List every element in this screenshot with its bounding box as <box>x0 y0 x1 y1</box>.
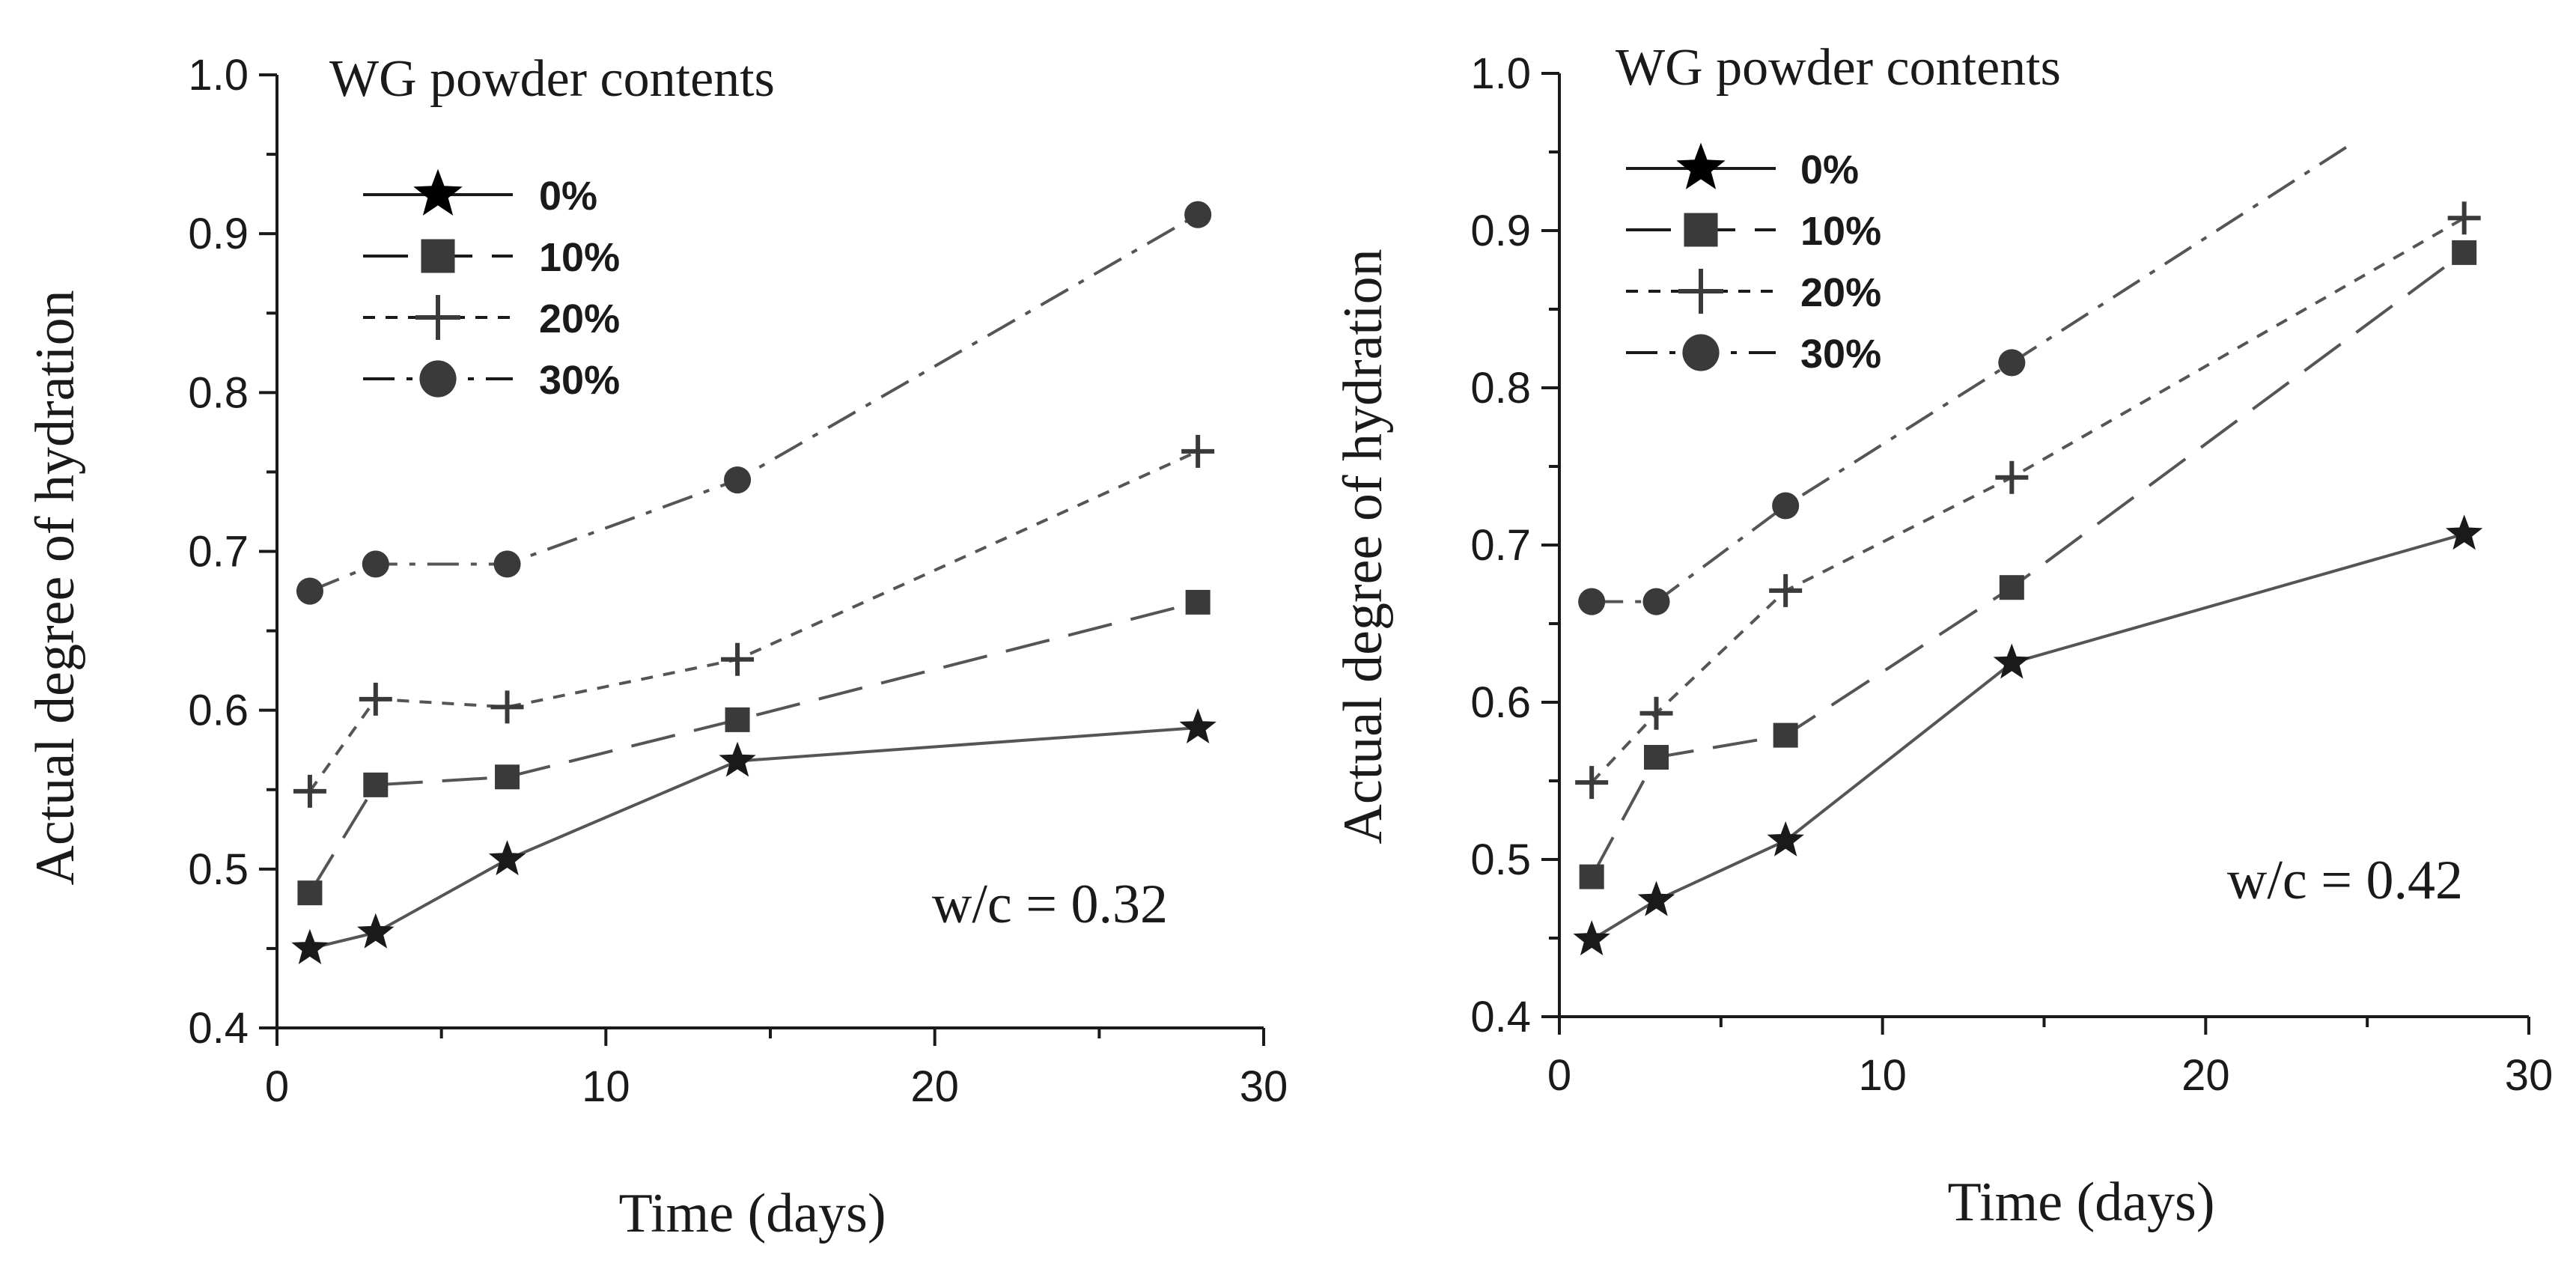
chart-right-y-tick-label: 0.8 <box>1470 364 1531 413</box>
chart-left-x-tick-label: 0 <box>265 1062 289 1111</box>
chart-left-series-3-point <box>296 577 323 605</box>
chart-right-series-3-point <box>1772 492 1800 520</box>
chart-right-legend-label-1: 10% <box>1800 209 1881 254</box>
chart-left-annotation: w/c = 0.32 <box>932 874 1168 935</box>
chart-left-y-tick-label: 0.5 <box>188 845 249 894</box>
chart-left-x-tick-label: 30 <box>1240 1062 1288 1111</box>
chart-right-y-tick-label: 0.7 <box>1470 521 1531 570</box>
chart-right-x-tick-label: 20 <box>2181 1051 2230 1100</box>
chart-right-y-axis-label: Actual degree of hydration <box>1333 249 1394 844</box>
chart-left-series-1-point <box>297 880 323 906</box>
chart-left-y-tick-label: 1.0 <box>188 51 249 100</box>
chart-left-legend-marker-1 <box>421 239 455 273</box>
chart-left-y-tick-label: 0.7 <box>188 528 249 576</box>
chart-left-legend-marker-0 <box>413 168 463 216</box>
chart-left-series-0-point <box>357 913 395 949</box>
chart-right-series-0-point <box>1767 821 1804 856</box>
chart-left-series-2-point <box>359 682 392 716</box>
chart-right-series-0-point <box>1573 920 1610 956</box>
chart-right-x-tick-label: 0 <box>1547 1051 1571 1100</box>
chart-right-legend-label-0: 0% <box>1800 147 1859 192</box>
chart-right-y-tick-label: 0.6 <box>1470 678 1531 727</box>
chart-left-legend-marker-2 <box>415 295 460 340</box>
chart-right-legend-marker-1 <box>1684 213 1718 247</box>
chart-left-series-0-point <box>719 741 756 777</box>
chart-right-series-2-point <box>1995 460 2029 494</box>
chart-right-series-1-point <box>1999 575 2024 600</box>
chart-left-series-2-point <box>1181 434 1215 468</box>
chart-right-legend-title: WG powder contents <box>1616 39 2061 97</box>
chart-left-series-2-point <box>293 774 326 808</box>
chart-left-series-1-point <box>495 764 520 790</box>
chart-left-plot-area: 0 10 20 30 0.4 0.5 0.6 0.7 0.8 0.9 1.0 <box>188 51 1288 1111</box>
chart-right-series-0-point <box>1637 880 1675 916</box>
chart-left-series-0-point <box>1179 708 1217 744</box>
chart-left-legend-label-1: 10% <box>539 235 620 280</box>
chart-right-series-1-line <box>1590 251 2465 878</box>
chart-right-y-tick-label: 0.4 <box>1470 993 1531 1041</box>
chart-left-series-1-point <box>363 772 389 797</box>
chart-left-legend-marker-3 <box>419 360 457 398</box>
chart-right-series-3-point <box>1578 588 1606 615</box>
chart-right-series-1-point <box>1773 722 1798 748</box>
chart-left-y-tick-label: 0.4 <box>188 1004 249 1053</box>
chart-right-series-2-point <box>1639 696 1673 730</box>
chart-left-y-tick-label: 0.8 <box>188 368 249 417</box>
chart-right-legend: 0% 10% 20% 30% <box>1626 142 1881 377</box>
chart-right: 0 10 20 30 0.4 0.5 0.6 0.7 0.8 0.9 1.0 0% 10% 20% 30%… <box>1333 39 2553 1233</box>
chart-left-legend-title: WG powder contents <box>329 50 775 108</box>
chart-right-y-tick-label: 0.5 <box>1470 836 1531 884</box>
chart-left-series-3-point <box>1184 201 1212 228</box>
chart-right-legend-label-3: 30% <box>1800 332 1881 377</box>
chart-right-y-tick-label: 1.0 <box>1470 49 1531 98</box>
chart-right-series-2-point <box>2447 201 2481 235</box>
chart-left-series-1-point <box>1185 589 1211 615</box>
chart-left-series-2-line <box>308 449 1199 793</box>
chart-left-series-3-point <box>493 550 521 578</box>
chart-right-x-tick-label: 10 <box>1858 1051 1907 1100</box>
chart-left-legend-label-2: 20% <box>539 296 620 341</box>
chart-left-x-tick-label: 20 <box>910 1062 959 1111</box>
chart-right-x-axis-label: Time (days) <box>1948 1172 2215 1233</box>
chart-left-y-tick-label: 0.6 <box>188 687 249 735</box>
chart-right-series-1-point <box>1644 745 1669 770</box>
chart-right-series-0-point <box>1993 643 2031 679</box>
chart-right-series-0-point <box>2445 514 2483 550</box>
chart-right-x-tick-label: 30 <box>2505 1051 2554 1100</box>
chart-right-legend-marker-3 <box>1682 334 1720 371</box>
chart-right-series-2-point <box>1575 766 1609 800</box>
chart-right-legend-label-2: 20% <box>1800 270 1881 315</box>
chart-left-x-tick-label: 10 <box>582 1062 630 1111</box>
chart-left-y-axis-label: Actual degree of hydration <box>25 290 86 885</box>
chart-left-series-2-point <box>490 690 524 724</box>
chart-right-legend-marker-2 <box>1678 269 1723 314</box>
chart-right-y-tick-label: 0.9 <box>1470 207 1531 255</box>
chart-left-legend-label-0: 0% <box>539 174 597 219</box>
chart-left-series-3-point <box>724 466 752 494</box>
chart-right-series-1-point <box>2452 240 2477 265</box>
chart-left-x-axis-label: Time (days) <box>619 1183 886 1244</box>
chart-right-series-2-point <box>1769 573 1803 607</box>
chart-left-series-0-point <box>488 840 526 876</box>
chart-right-series-1-point <box>1579 864 1604 889</box>
chart-left-series-1-point <box>725 707 750 732</box>
chart-right-annotation: w/c = 0.42 <box>2227 850 2463 911</box>
chart-left-legend-label-3: 30% <box>539 358 620 403</box>
chart-left-series-3-point <box>362 550 389 578</box>
chart-left: 0 10 20 30 0.4 0.5 0.6 0.7 0.8 0.9 1.0 0% 10% 20% 30%… <box>25 50 1288 1244</box>
chart-right-legend-marker-0 <box>1676 142 1726 189</box>
chart-right-series-3-line <box>1592 142 2352 603</box>
chart-right-plot-area: 0 10 20 30 0.4 0.5 0.6 0.7 0.8 0.9 1.0 <box>1470 49 2553 1100</box>
chart-right-series-3-point <box>1998 349 2026 377</box>
chart-left-legend: 0% 10% 20% 30% <box>363 168 620 403</box>
chart-left-y-tick-label: 0.9 <box>188 210 249 258</box>
chart-left-series-0-point <box>291 928 329 964</box>
chart-right-series-3-point <box>1642 588 1670 615</box>
chart-left-series-2-point <box>721 642 755 676</box>
chart-left-series-1-line <box>308 600 1199 894</box>
chart-right-series-2-line <box>1590 216 2465 784</box>
